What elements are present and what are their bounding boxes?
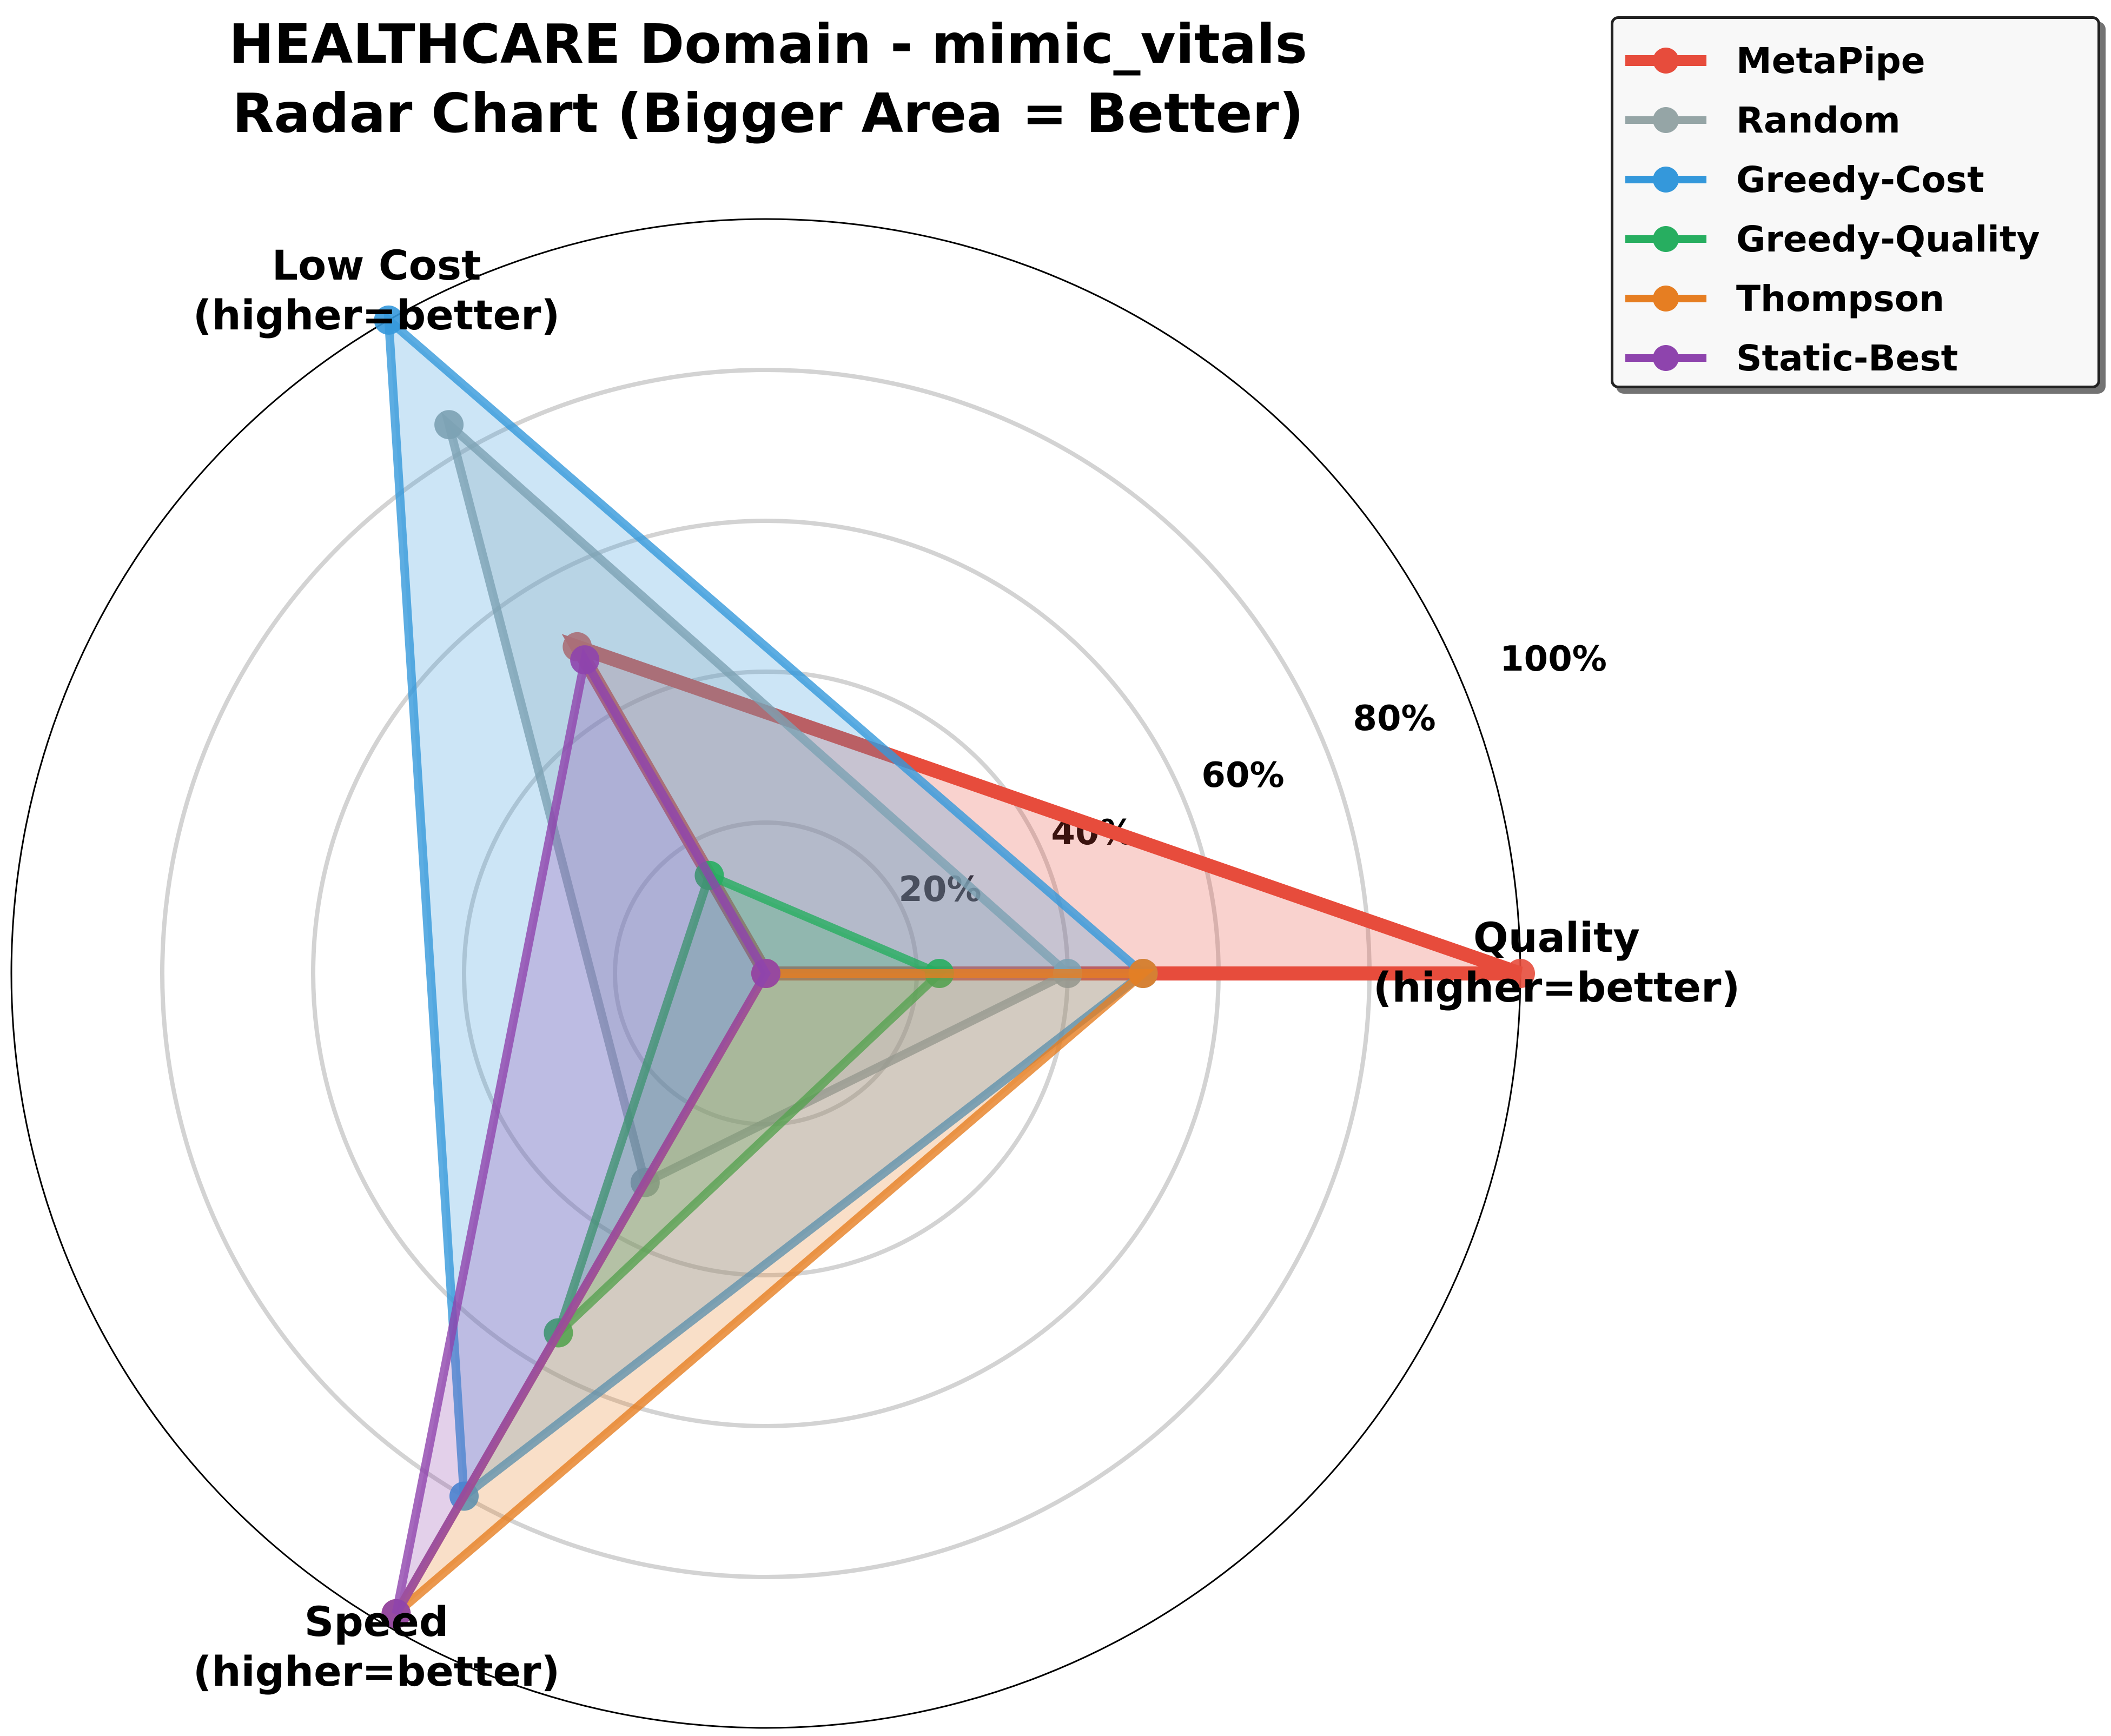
axis-label-0: Quality (higher=better) (1373, 913, 1740, 1011)
series-area-greedy-quality (558, 875, 939, 1333)
series-line-greedy-cost (383, 310, 1150, 1505)
series-group (374, 305, 1535, 1628)
legend-label-greedy-cost: Greedy-Cost (1736, 158, 1984, 201)
data-point-thompson-0 (1128, 959, 1158, 988)
r-tick-label-60: 60% (1201, 756, 1284, 796)
legend-label-thompson: Thompson (1736, 277, 1944, 320)
data-point-static-best-2 (381, 1599, 411, 1628)
axis-label-1-line-2: (higher=better) (193, 291, 560, 339)
legend-swatch-greedy-cost (1625, 163, 1706, 196)
chart-title: HEALTHCARE Domain - mimic_vitals Radar C… (0, 10, 1536, 148)
axis-label-1: Low Cost (higher=better) (193, 241, 560, 339)
axis-label-0-line-2: (higher=better) (1373, 963, 1740, 1011)
legend: MetaPipe Random Greedy-Cost Greedy-Quality T… (1611, 16, 2100, 388)
axis-label-1-line-1: Low Cost (272, 241, 481, 289)
legend-label-greedy-quality: Greedy-Quality (1736, 218, 2040, 260)
legend-marker-thompson (1653, 286, 1679, 312)
legend-item-random: Random (1625, 90, 2097, 150)
data-point-random-1 (434, 410, 464, 440)
r-tick-labels: 20%40%60%80%100% (898, 639, 1606, 910)
series-area-static-best (396, 660, 766, 1614)
data-point-greedy-cost-1 (374, 305, 403, 335)
legend-swatch-greedy-quality (1625, 223, 1706, 255)
legend-label-static-best: Static-Best (1736, 337, 1958, 379)
legend-swatch-thompson (1625, 282, 1706, 315)
legend-label-metapipe: MetaPipe (1736, 39, 1925, 82)
legend-item-metapipe: MetaPipe (1625, 31, 2097, 90)
legend-label-random: Random (1736, 99, 1901, 141)
legend-swatch-static-best (1625, 342, 1706, 374)
legend-swatch-metapipe (1625, 44, 1706, 77)
chart-title-line-1: HEALTHCARE Domain - mimic_vitals (228, 12, 1308, 76)
series-line-static-best (392, 647, 771, 1616)
series-line-greedy-quality (554, 870, 948, 1336)
legend-item-static-best: Static-Best (1625, 328, 2097, 388)
legend-item-thompson: Thompson (1625, 269, 2097, 328)
series-static-best (381, 645, 780, 1628)
axis-label-0-line-1: Quality (1473, 913, 1640, 962)
data-point-static-best-0 (751, 959, 780, 988)
data-point-static-best-1 (570, 645, 600, 675)
series-line-random (441, 412, 1076, 1189)
axis-label-2-line-1: Speed (305, 1598, 449, 1646)
legend-item-greedy-quality: Greedy-Quality (1625, 209, 2097, 269)
legend-marker-static-best (1653, 345, 1679, 371)
legend-marker-random (1653, 107, 1679, 133)
series-area-greedy-cost (388, 320, 1143, 1496)
legend-marker-metapipe (1653, 48, 1679, 74)
legend-marker-greedy-cost (1653, 167, 1679, 193)
r-tick-label-100: 100% (1500, 639, 1607, 679)
chart-title-line-2: Radar Chart (Bigger Area = Better) (232, 82, 1304, 145)
legend-swatch-random (1625, 104, 1706, 136)
axis-label-2: Speed (higher=better) (193, 1598, 560, 1695)
r-tick-label-80: 80% (1353, 699, 1435, 739)
legend-item-greedy-cost: Greedy-Cost (1625, 150, 2097, 209)
legend-marker-greedy-quality (1653, 226, 1679, 252)
axis-labels: Quality (higher=better)Low Cost (higher=be… (193, 241, 1740, 1695)
axis-label-2-line-2: (higher=better) (193, 1647, 560, 1695)
data-point-metapipe-0 (1506, 959, 1535, 988)
